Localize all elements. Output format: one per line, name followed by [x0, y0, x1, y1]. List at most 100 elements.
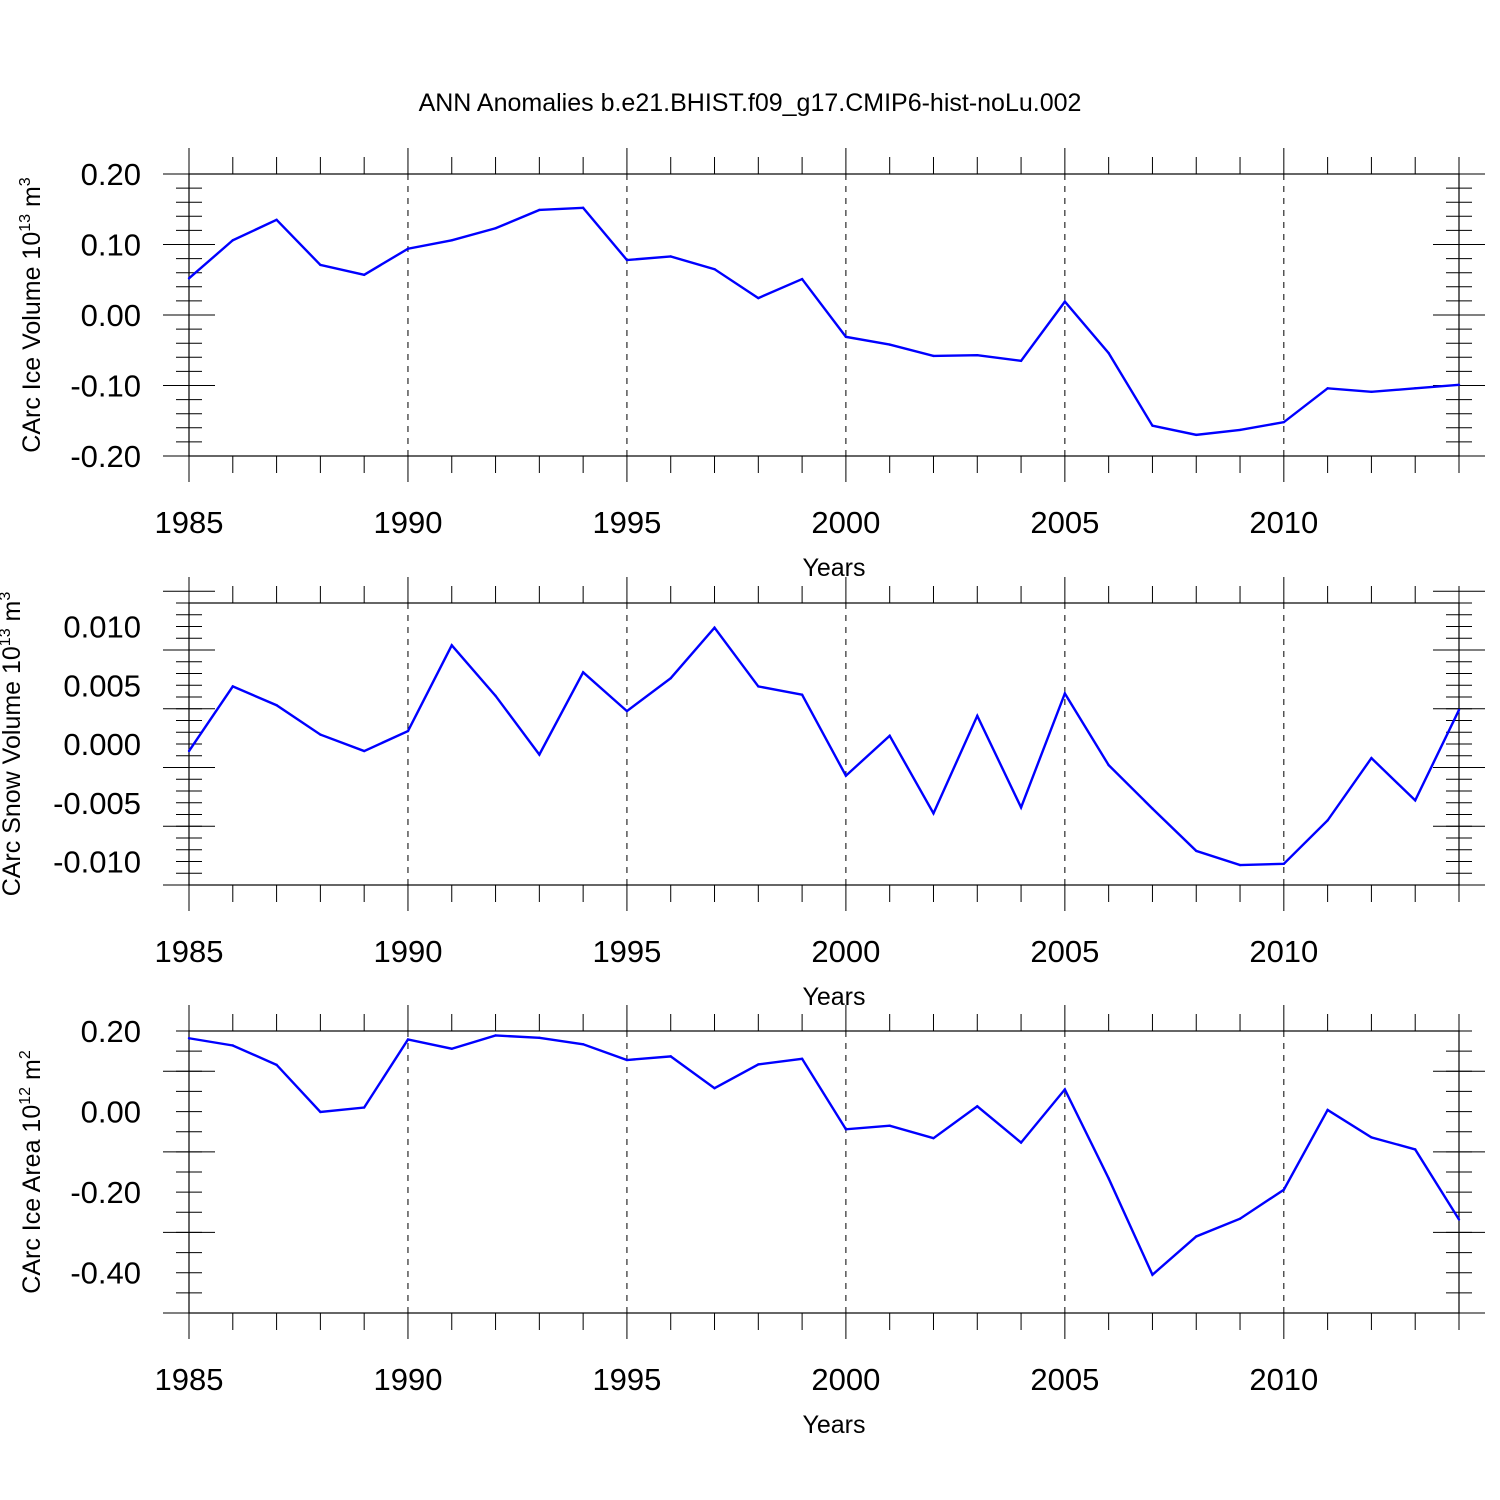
data-point [888, 1124, 891, 1127]
data-point [1370, 1136, 1373, 1139]
data-point [844, 1128, 848, 1131]
data-point [713, 267, 716, 271]
data-point [1414, 799, 1417, 802]
data-point [1326, 387, 1329, 390]
data-point [932, 1136, 935, 1140]
plot-frame [188, 602, 1460, 886]
x-tick-label: 2000 [811, 505, 880, 540]
data-point [1195, 849, 1198, 853]
data-point [888, 734, 891, 737]
data-point [362, 749, 366, 753]
data-point [669, 1055, 672, 1058]
y-tick-label: 0.010 [63, 610, 141, 645]
data-point [1282, 420, 1286, 424]
y-tick-label: 0.000 [63, 727, 141, 762]
x-tick-label: 2005 [1030, 1362, 1099, 1397]
data-point [976, 714, 979, 717]
data-point [275, 704, 278, 707]
data-point [319, 263, 322, 267]
y-tick-label: 0.00 [81, 1095, 141, 1130]
y-tick-label: 0.10 [81, 228, 141, 263]
data-point [406, 1038, 410, 1041]
data-point [1282, 1188, 1286, 1191]
data-point [1414, 387, 1417, 390]
y-tick-label: -0.20 [70, 439, 141, 474]
data-point [888, 343, 891, 346]
y-axis-title-unit: m [18, 186, 46, 214]
data-point [1457, 1218, 1461, 1221]
data-point [625, 1058, 629, 1062]
data-point [187, 749, 191, 753]
data-point [1063, 692, 1067, 695]
y-axis-title-unit: m [18, 1059, 46, 1087]
y-axis-title: CArc Ice Area 1012 m2 [17, 1050, 46, 1294]
y-axis-title-exp: 13 [17, 214, 34, 232]
data-point [275, 218, 278, 222]
data-point [1063, 300, 1067, 303]
data-point [1457, 383, 1461, 386]
y-tick-label: 0.20 [81, 1014, 141, 1049]
data-point [187, 1037, 191, 1040]
data-point [932, 354, 935, 358]
data-point [1414, 1148, 1417, 1151]
series-line [188, 206, 1460, 437]
data-point [1195, 433, 1198, 437]
y-tick-label: 0.005 [63, 668, 141, 703]
data-point [494, 1034, 497, 1037]
data-point [757, 1063, 760, 1066]
data-point [1107, 1177, 1110, 1180]
x-tick-label: 2010 [1249, 934, 1318, 969]
data-point [538, 753, 541, 756]
panel-3: 0.20 0.00 -0.20 -0.40 1985 1990 1995 2000 2005 20… [17, 1005, 1485, 1439]
data-point [187, 277, 191, 280]
x-tick-label: 1990 [373, 1362, 442, 1397]
data-point [1107, 763, 1110, 767]
data-point [669, 255, 672, 258]
data-point [1151, 1273, 1154, 1276]
data-point [1282, 862, 1286, 866]
data-point [362, 1106, 366, 1109]
x-tick-label: 1990 [373, 934, 442, 969]
data-point [1457, 708, 1461, 712]
data-point [757, 685, 760, 688]
data-point [1238, 863, 1242, 867]
y-axis-title-unit: m [0, 601, 26, 629]
x-tick-label: 1990 [373, 505, 442, 540]
panel-2: 0.010 0.005 0.000 -0.005 -0.010 1985 1990 1995 2… [0, 577, 1485, 1011]
data-point [1195, 1235, 1198, 1238]
data-point [450, 1047, 453, 1050]
data-point [362, 273, 366, 277]
data-point [713, 1087, 716, 1090]
data-point [625, 709, 629, 713]
data-point [976, 1105, 979, 1108]
data-point [581, 1043, 585, 1046]
x-tick-label: 1995 [592, 505, 661, 540]
data-point [494, 694, 497, 698]
data-point [450, 239, 453, 242]
plot-frame [188, 173, 1460, 457]
data-point [1326, 1108, 1329, 1112]
y-axis-title: CArc Snow Volume 1013 m3 [0, 592, 26, 897]
x-tick-label: 1995 [592, 934, 661, 969]
y-axis-title-text: CArc Ice Area 10 [18, 1105, 46, 1294]
data-point [1151, 424, 1154, 427]
data-point [494, 227, 497, 230]
data-point [319, 1110, 322, 1114]
data-point [713, 626, 716, 629]
data-point [1019, 806, 1023, 809]
data-point [450, 644, 453, 647]
y-axis-title-exp: 13 [0, 628, 14, 646]
data-point [625, 258, 629, 262]
data-point [581, 671, 585, 674]
y-tick-label: -0.005 [53, 786, 141, 821]
data-point [319, 733, 322, 736]
data-point [932, 812, 935, 815]
data-point [406, 729, 410, 733]
y-tick-label: -0.010 [53, 845, 141, 880]
x-tick-label: 1985 [155, 505, 224, 540]
x-tick-label: 2000 [811, 1362, 880, 1397]
x-tick-label: 2005 [1030, 934, 1099, 969]
chart-title: ANN Anomalies b.e21.BHIST.f09_g17.CMIP6-… [419, 89, 1082, 117]
data-point [231, 685, 234, 688]
x-tick-label: 1985 [155, 934, 224, 969]
